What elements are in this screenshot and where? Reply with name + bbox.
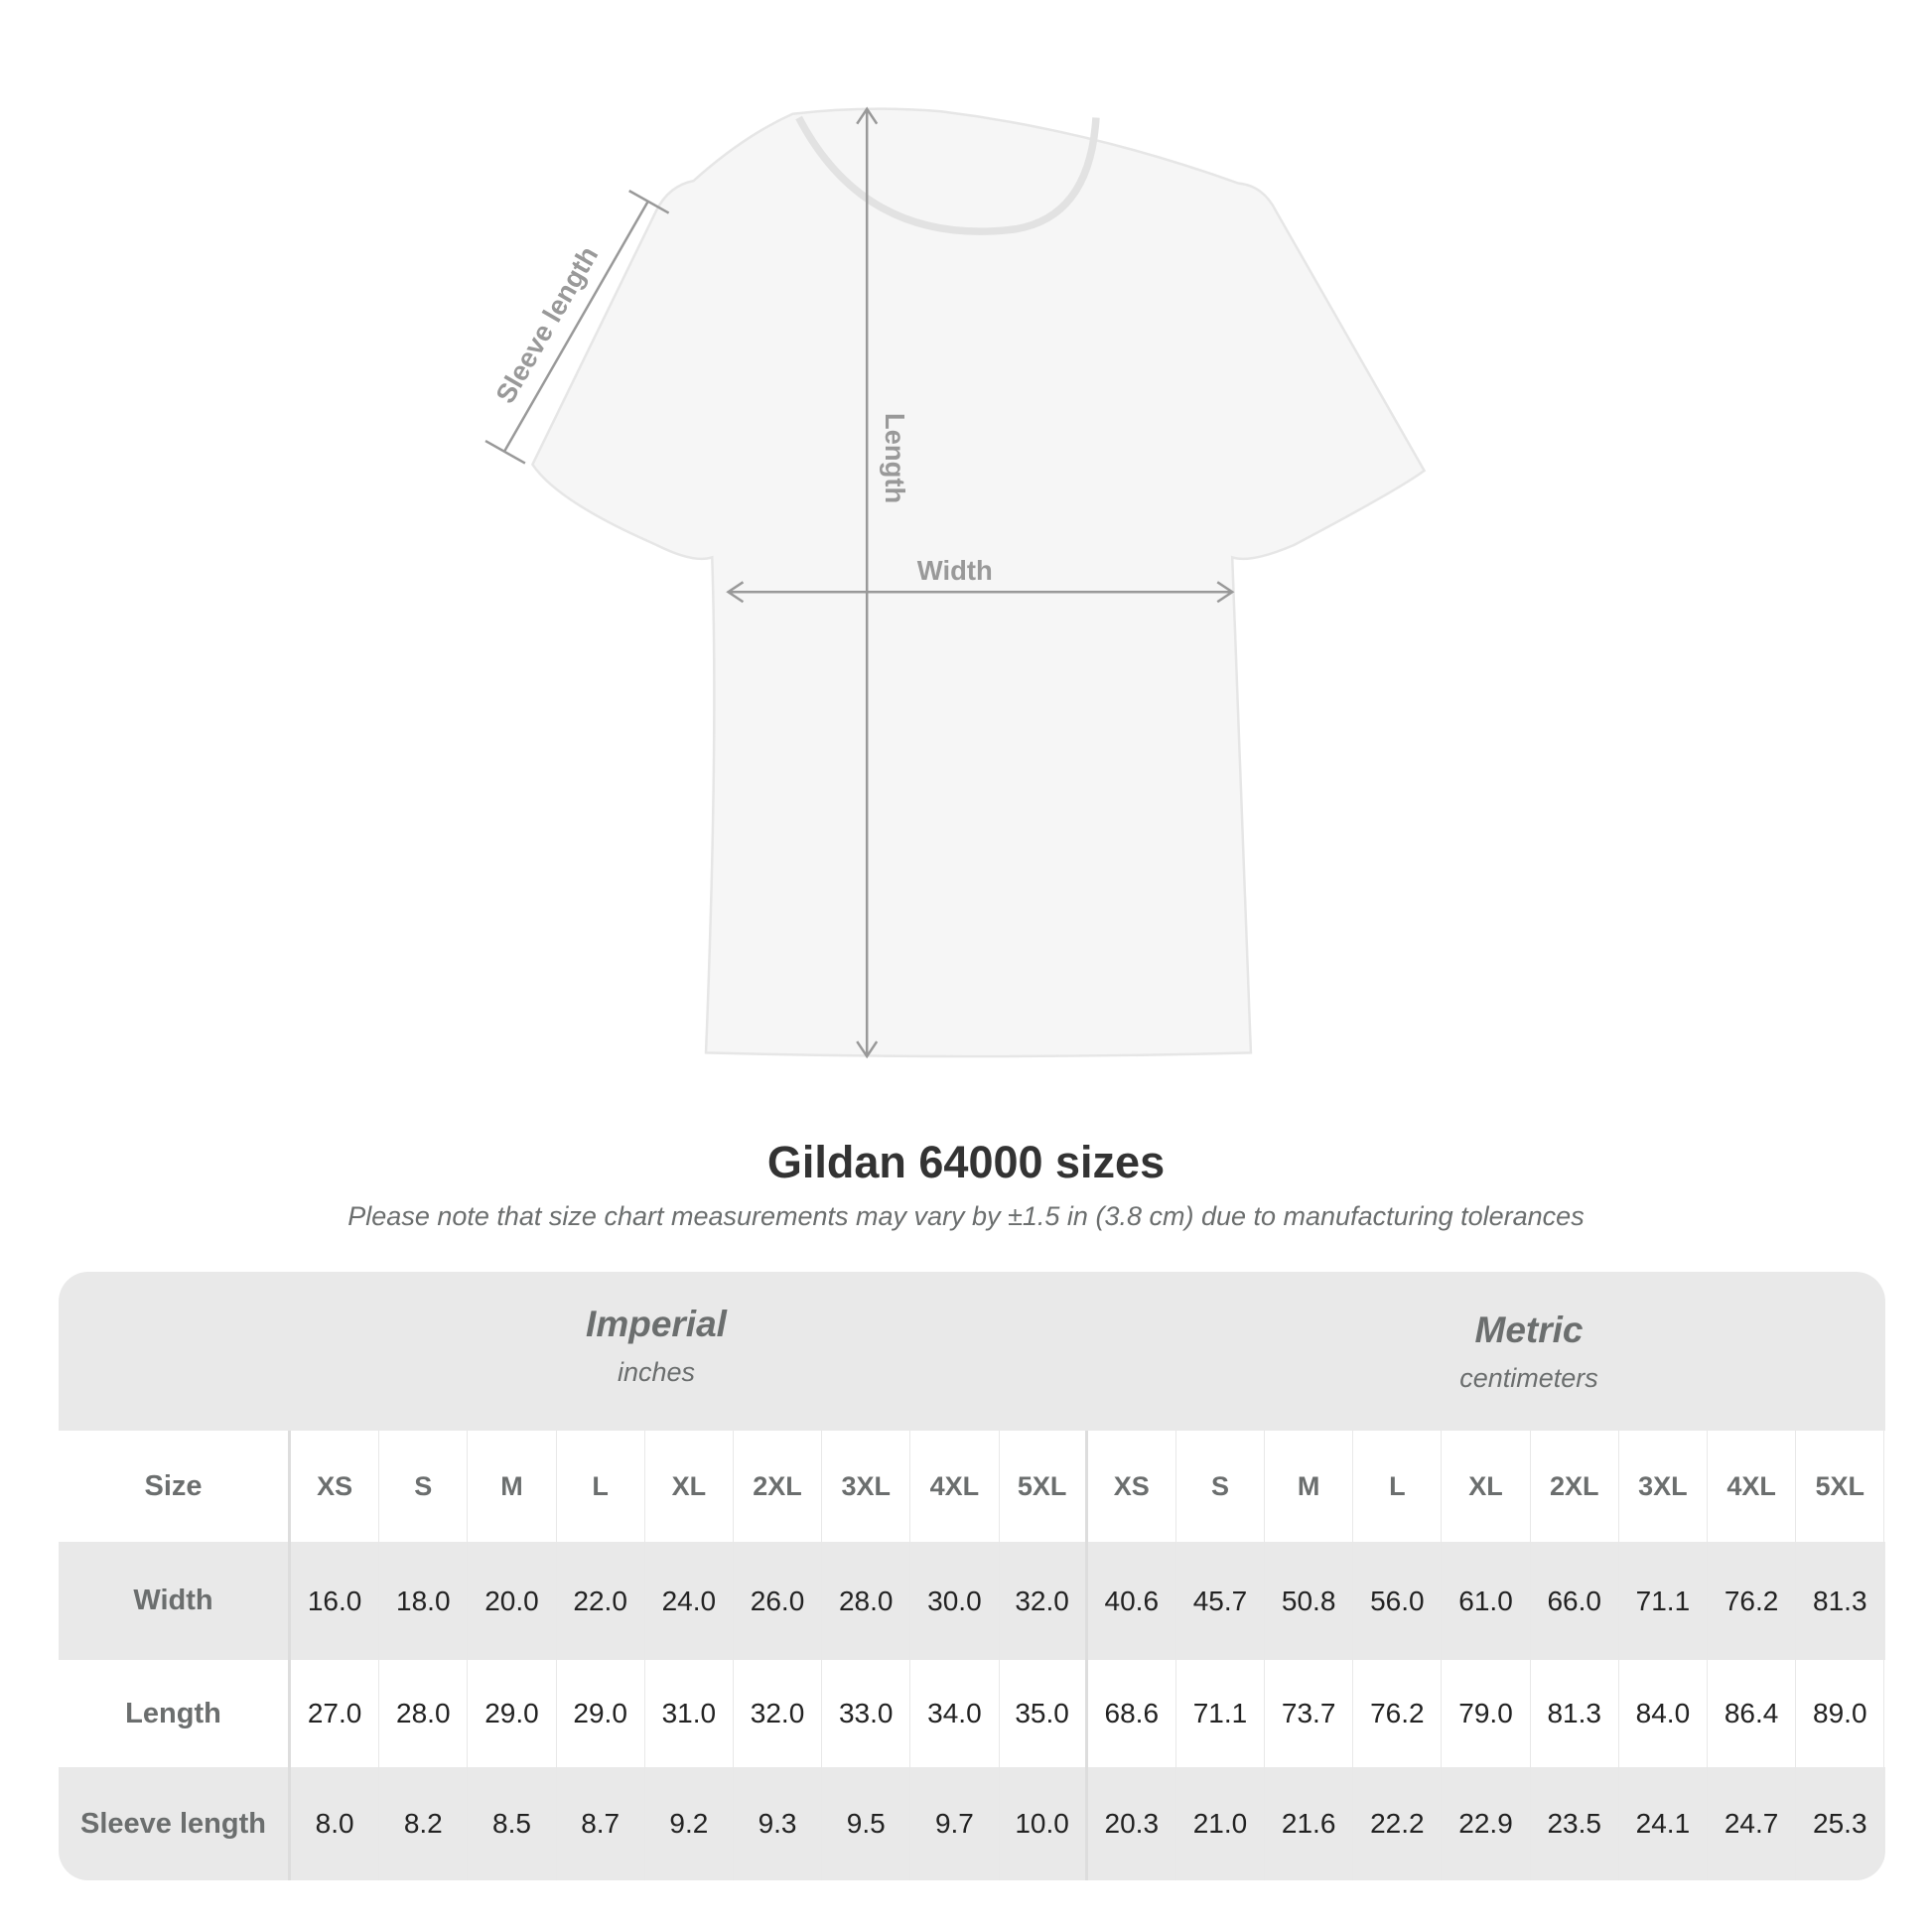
table-cell: 89.0 bbox=[1796, 1660, 1885, 1767]
table-cell: 21.6 bbox=[1265, 1767, 1354, 1880]
table-cell: 73.7 bbox=[1265, 1660, 1354, 1767]
tshirt-image bbox=[530, 107, 1427, 1058]
table-cell: 81.3 bbox=[1796, 1542, 1885, 1660]
size-header-cell: 3XL bbox=[1619, 1431, 1708, 1542]
table-cell: 81.3 bbox=[1531, 1660, 1619, 1767]
size-header-cell: S bbox=[1176, 1431, 1266, 1542]
table-cell: 68.6 bbox=[1088, 1660, 1176, 1767]
size-header-cell: XS bbox=[291, 1431, 380, 1542]
metric-unit: centimeters bbox=[1459, 1363, 1598, 1393]
table-cell: 22.2 bbox=[1353, 1767, 1443, 1880]
table-cell: 24.0 bbox=[645, 1542, 734, 1660]
table-cell: 28.0 bbox=[379, 1660, 469, 1767]
size-header-cell: 5XL bbox=[1000, 1431, 1088, 1542]
metric-title: Metric bbox=[1474, 1310, 1584, 1350]
table-cell: 27.0 bbox=[291, 1660, 380, 1767]
table-cell: 71.1 bbox=[1176, 1660, 1266, 1767]
table-cell: 66.0 bbox=[1531, 1542, 1619, 1660]
table-cell: 32.0 bbox=[1000, 1542, 1088, 1660]
size-header-cell: L bbox=[1353, 1431, 1443, 1542]
size-header-cell: 5XL bbox=[1796, 1431, 1885, 1542]
table-cell: 56.0 bbox=[1353, 1542, 1443, 1660]
size-header-cell: XL bbox=[1442, 1431, 1531, 1542]
table-cell: 23.5 bbox=[1531, 1767, 1619, 1880]
imperial-title: Imperial bbox=[586, 1304, 727, 1344]
table-cell: 76.2 bbox=[1708, 1542, 1797, 1660]
table-cell: 29.0 bbox=[468, 1660, 557, 1767]
table-cell: 20.3 bbox=[1088, 1767, 1176, 1880]
table-cell: 24.1 bbox=[1619, 1767, 1708, 1880]
table-cell: 8.0 bbox=[291, 1767, 380, 1880]
imperial-unit: inches bbox=[617, 1357, 696, 1387]
table-cell: 45.7 bbox=[1176, 1542, 1266, 1660]
size-table: Imperial inches Metric centimeters Size X… bbox=[59, 1272, 1885, 1880]
table-cell: 22.9 bbox=[1442, 1767, 1531, 1880]
row-label: Width bbox=[59, 1542, 291, 1660]
table-cell: 32.0 bbox=[734, 1660, 823, 1767]
size-header-cell: 2XL bbox=[1531, 1431, 1619, 1542]
size-header-cell: M bbox=[1265, 1431, 1354, 1542]
table-cell: 33.0 bbox=[822, 1660, 911, 1767]
table-cell: 61.0 bbox=[1442, 1542, 1531, 1660]
table-cell: 40.6 bbox=[1088, 1542, 1176, 1660]
tshirt-collar bbox=[795, 115, 1100, 235]
size-header-cell: S bbox=[379, 1431, 469, 1542]
table-cell: 28.0 bbox=[822, 1542, 911, 1660]
table-row: Length 27.0 28.0 29.0 29.0 31.0 32.0 33.0 34.0 35… bbox=[59, 1660, 1885, 1767]
table-cell: 24.7 bbox=[1708, 1767, 1797, 1880]
length-label: Length bbox=[880, 413, 910, 503]
table-cell: 9.2 bbox=[645, 1767, 734, 1880]
size-header-cell: 4XL bbox=[1708, 1431, 1797, 1542]
table-row: Width 16.0 18.0 20.0 22.0 24.0 26.0 28.0 30.0 32.… bbox=[59, 1542, 1885, 1660]
size-header-cell: 3XL bbox=[822, 1431, 911, 1542]
size-header-cell: XS bbox=[1088, 1431, 1176, 1542]
table-cell: 71.1 bbox=[1619, 1542, 1708, 1660]
table-cell: 16.0 bbox=[291, 1542, 380, 1660]
table-cell: 21.0 bbox=[1176, 1767, 1266, 1880]
metric-header: Metric centimeters bbox=[1231, 1310, 1827, 1394]
page-title: Gildan 64000 sizes bbox=[766, 1137, 1166, 1187]
table-cell: 8.2 bbox=[379, 1767, 469, 1880]
table-cell: 29.0 bbox=[557, 1660, 645, 1767]
table-cell: 76.2 bbox=[1353, 1660, 1443, 1767]
size-header-cell: M bbox=[468, 1431, 557, 1542]
size-header-cell: XL bbox=[645, 1431, 734, 1542]
sleeve-arrow bbox=[502, 201, 649, 453]
table-cell: 20.0 bbox=[468, 1542, 557, 1660]
table-row: Sleeve length 8.0 8.2 8.5 8.7 9.2 9.3 9.5 9.7 10.… bbox=[59, 1767, 1885, 1880]
size-header-cell: 2XL bbox=[734, 1431, 823, 1542]
table-cell: 8.5 bbox=[468, 1767, 557, 1880]
table-row: Size XS S M L XL 2XL 3XL 4XL 5XL XS S M L XL 2XL 3XL 4XL 5… bbox=[59, 1431, 1885, 1542]
tolerance-note: Please note that size chart measurements… bbox=[347, 1201, 1585, 1231]
table-cell: 31.0 bbox=[645, 1660, 734, 1767]
table-cell: 9.5 bbox=[822, 1767, 911, 1880]
table-cell: 50.8 bbox=[1265, 1542, 1354, 1660]
table-cell: 30.0 bbox=[910, 1542, 1000, 1660]
table-cell: 86.4 bbox=[1708, 1660, 1797, 1767]
table-header: Imperial inches Metric centimeters bbox=[59, 1272, 1885, 1431]
table-cell: 25.3 bbox=[1796, 1767, 1885, 1880]
size-header-cell: 4XL bbox=[910, 1431, 1000, 1542]
table-cell: 9.7 bbox=[910, 1767, 1000, 1880]
table-cell: 18.0 bbox=[379, 1542, 469, 1660]
row-label: Size bbox=[59, 1431, 291, 1542]
table-cell: 34.0 bbox=[910, 1660, 1000, 1767]
row-label: Length bbox=[59, 1660, 291, 1767]
table-cell: 9.3 bbox=[734, 1767, 823, 1880]
table-cell: 8.7 bbox=[557, 1767, 645, 1880]
table-cell: 35.0 bbox=[1000, 1660, 1088, 1767]
width-label: Width bbox=[917, 555, 993, 586]
table-cell: 79.0 bbox=[1442, 1660, 1531, 1767]
table-cell: 22.0 bbox=[557, 1542, 645, 1660]
row-label: Sleeve length bbox=[59, 1767, 291, 1880]
table-cell: 10.0 bbox=[1000, 1767, 1088, 1880]
size-header-cell: L bbox=[557, 1431, 645, 1542]
table-cell: 84.0 bbox=[1619, 1660, 1708, 1767]
table-cell: 26.0 bbox=[734, 1542, 823, 1660]
imperial-header: Imperial inches bbox=[358, 1304, 954, 1388]
